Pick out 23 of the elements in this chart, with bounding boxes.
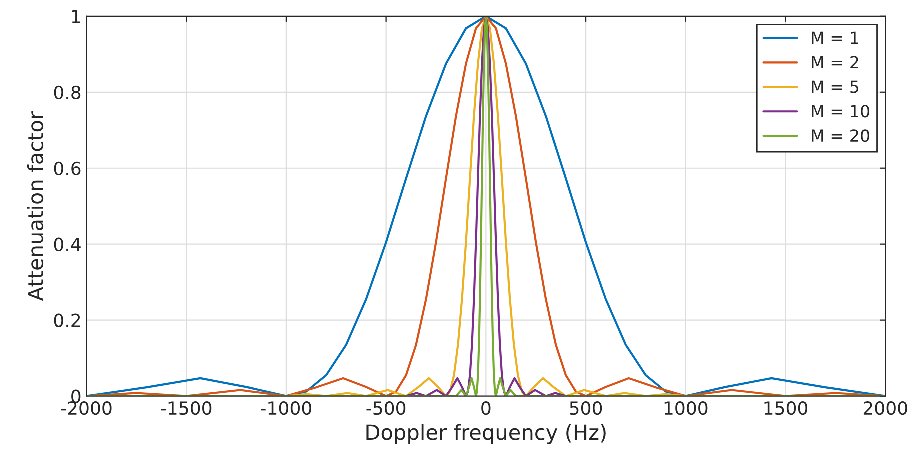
legend-label: M = 10 bbox=[812, 105, 870, 118]
legend-label: M = 1 bbox=[812, 32, 858, 44]
y-tick-label: 0.6 bbox=[54, 162, 81, 176]
line-series bbox=[86, 16, 886, 396]
x-tick-label: 0 bbox=[482, 401, 491, 416]
x-tick-label: -1000 bbox=[261, 401, 312, 416]
y-tick-label: 0.2 bbox=[54, 314, 80, 328]
x-axis-title: Doppler frequency (Hz) bbox=[366, 424, 606, 444]
x-tick-label: 1000 bbox=[664, 401, 708, 416]
x-tick-label: 500 bbox=[570, 401, 602, 416]
legend-label: M = 5 bbox=[812, 80, 859, 94]
legend-label: M = 2 bbox=[812, 56, 858, 69]
x-tick-label: 2000 bbox=[864, 401, 908, 416]
x-tick-label: 1500 bbox=[764, 401, 808, 416]
x-tick-label: -1500 bbox=[161, 401, 212, 416]
y-tick-label: 0.8 bbox=[54, 86, 81, 100]
legend-label: M = 20 bbox=[812, 130, 870, 142]
y-tick-label: 0.4 bbox=[54, 238, 81, 252]
x-tick-label: -500 bbox=[366, 401, 406, 416]
y-tick-label: 1 bbox=[72, 10, 80, 24]
y-axis-title: Attenuation factor bbox=[27, 111, 44, 302]
y-tick-label: 0 bbox=[72, 390, 81, 404]
x-tick-label: -2000 bbox=[61, 401, 112, 416]
